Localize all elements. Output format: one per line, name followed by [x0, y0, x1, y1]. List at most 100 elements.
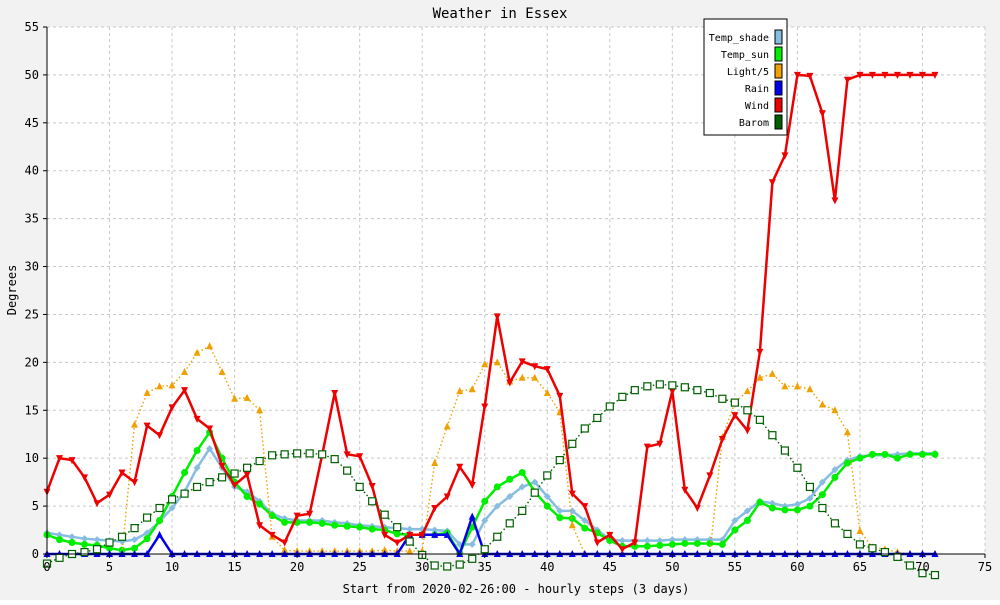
data-point-wind	[806, 72, 814, 80]
data-point-light-5	[456, 387, 464, 395]
data-point-light-5	[818, 400, 826, 408]
data-point-barom	[918, 569, 927, 578]
axis-ticks: 0 5 10 15 20 25 30 35 40 45 50 55 0 5 10 15 20 25 30 35 40 45…	[25, 20, 993, 574]
data-point-rain	[468, 512, 476, 520]
data-point-temp-sun	[156, 516, 164, 524]
data-point-wind	[468, 482, 476, 490]
x-tick-label: 40	[540, 560, 554, 574]
data-point-wind	[681, 486, 689, 494]
data-point-barom	[505, 519, 514, 528]
data-point-wind	[581, 503, 589, 511]
data-point-rain	[443, 530, 451, 538]
data-point-barom	[117, 532, 127, 541]
data-point-light-5	[518, 373, 526, 381]
data-point-barom	[55, 553, 64, 562]
data-point-temp-sun	[256, 500, 264, 508]
data-point-wind	[843, 76, 851, 84]
data-point-light-5	[543, 389, 551, 397]
data-point-temp-shade	[831, 466, 839, 474]
data-point-barom	[205, 478, 214, 487]
y-tick-label: 25	[25, 307, 39, 321]
data-point-barom	[493, 532, 502, 541]
data-point-barom	[293, 449, 302, 458]
data-point-temp-shade	[56, 531, 64, 539]
data-point-temp-sun	[81, 540, 89, 548]
data-point-temp-sun	[931, 450, 939, 458]
data-point-wind	[568, 490, 576, 498]
data-point-wind	[431, 505, 439, 513]
data-point-temp-shade	[93, 536, 101, 544]
data-point-temp-sun	[568, 515, 576, 523]
x-tick-label: 65	[853, 560, 867, 574]
data-point-barom	[718, 394, 727, 403]
data-point-light-5	[431, 458, 439, 466]
data-point-barom	[468, 554, 477, 563]
data-point-barom	[167, 495, 177, 504]
data-point-wind	[243, 471, 251, 479]
data-point-light-5	[256, 406, 264, 414]
data-point-wind	[506, 379, 514, 387]
x-tick-label: 50	[665, 560, 679, 574]
data-point-temp-sun	[893, 454, 901, 462]
data-point-wind	[268, 531, 276, 539]
data-point-wind	[331, 390, 339, 398]
data-point-temp-shade	[506, 493, 514, 501]
data-point-barom	[393, 523, 402, 532]
data-point-temp-sun	[243, 493, 251, 501]
data-point-temp-shade	[68, 533, 76, 541]
x-tick-label: 70	[915, 560, 929, 574]
data-point-barom	[868, 544, 877, 553]
data-point-barom	[880, 547, 890, 557]
data-point-barom	[555, 455, 564, 465]
data-point-light-5	[381, 546, 389, 554]
chart-title: Weather in Essex	[433, 6, 568, 22]
x-tick-label: 20	[290, 560, 304, 574]
legend-label-temp-sun: Temp_sun	[721, 50, 769, 61]
data-point-light-5	[143, 389, 151, 397]
data-point-temp-shade	[493, 502, 501, 510]
data-point-wind	[656, 440, 664, 448]
y-tick-label: 0	[32, 547, 39, 561]
data-point-wind	[56, 455, 64, 463]
y-tick-label: 20	[25, 355, 39, 369]
data-point-light-5	[531, 373, 539, 381]
data-point-temp-shade	[656, 537, 664, 545]
data-point-temp-sun	[881, 450, 889, 458]
data-point-barom	[830, 519, 840, 528]
data-point-wind	[556, 392, 564, 400]
data-point-wind	[593, 539, 601, 547]
x-axis-label: Start from 2020-02-26:00 - hourly steps …	[343, 582, 690, 596]
data-point-temp-sun	[368, 525, 376, 533]
data-point-barom	[805, 482, 815, 492]
data-point-light-5	[493, 358, 501, 366]
x-tick-label: 45	[603, 560, 617, 574]
y-tick-label: 30	[25, 260, 39, 274]
data-point-wind	[143, 422, 151, 430]
data-point-temp-sun	[481, 497, 489, 505]
data-point-wind	[306, 510, 314, 518]
data-point-barom	[668, 381, 677, 390]
data-point-wind	[718, 436, 726, 444]
data-point-light-5	[781, 382, 789, 390]
data-point-light-5	[756, 373, 764, 381]
data-point-barom	[255, 456, 264, 466]
data-point-temp-sun	[506, 475, 514, 483]
data-point-temp-shade	[743, 507, 751, 515]
data-point-barom	[743, 406, 752, 415]
data-point-barom	[755, 415, 764, 424]
data-point-barom	[580, 424, 589, 433]
data-point-light-5	[568, 521, 576, 529]
data-point-barom	[243, 463, 252, 472]
data-point-wind	[131, 479, 139, 487]
series-layer	[42, 71, 940, 580]
plot-area	[47, 27, 985, 554]
legend-swatch-barom	[774, 114, 783, 130]
data-point-barom	[568, 439, 577, 448]
data-point-wind	[893, 71, 901, 79]
data-point-light-5	[243, 393, 251, 401]
data-point-barom	[530, 488, 539, 497]
data-point-temp-sun	[143, 535, 151, 543]
x-tick-label: 75	[978, 560, 992, 574]
legend-box	[703, 18, 788, 136]
